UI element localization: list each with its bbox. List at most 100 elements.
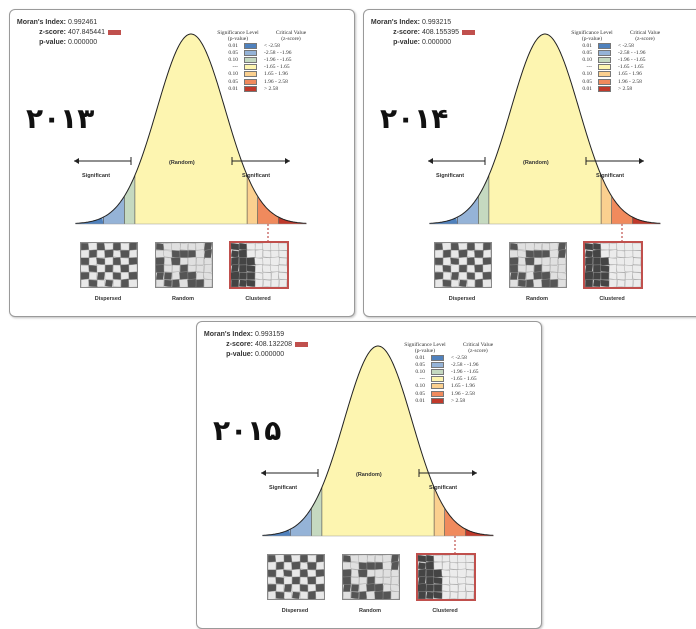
map-cell <box>510 271 519 281</box>
map-cell <box>457 243 469 251</box>
map-cell <box>306 561 318 571</box>
map-cell <box>599 264 611 273</box>
map-cell <box>245 257 257 266</box>
map-cell <box>163 272 173 280</box>
random-center-label: (Random) <box>523 160 549 166</box>
map-cell <box>349 562 361 570</box>
map-cell <box>533 250 543 258</box>
arrow-head-icon <box>74 158 79 164</box>
map-cell <box>432 576 444 585</box>
legend-crit-header: Critical Value <box>629 30 661 36</box>
map-cell <box>254 272 264 280</box>
map-cell <box>350 584 360 592</box>
map-cell <box>112 279 122 287</box>
map-cell <box>171 250 181 258</box>
arrow-head-icon <box>261 470 266 476</box>
significance-legend: Significance Level (p-value) Critical Val… <box>562 30 668 92</box>
curve-region-6 <box>465 529 494 536</box>
morans-index-value: 0.993215 <box>422 19 452 26</box>
curve-region-6 <box>632 217 661 224</box>
map-cell <box>442 264 452 273</box>
map-cell <box>458 279 468 287</box>
map-cell <box>262 279 272 287</box>
map-cell <box>268 555 277 563</box>
map-cell <box>390 591 399 599</box>
legend-z-range: -2.58 - -1.96 <box>264 49 292 56</box>
curve-region-3 <box>321 346 435 536</box>
legend-row: 0.05 1.96 - 2.58 <box>208 78 314 85</box>
map-cell <box>343 576 352 585</box>
map-cell <box>156 271 165 281</box>
map-cell <box>179 257 189 266</box>
map-cell <box>541 250 551 258</box>
map-cell <box>632 264 641 273</box>
map-cell <box>435 243 444 251</box>
map-cell <box>366 562 376 570</box>
map-cell <box>81 249 90 259</box>
map-cell <box>315 575 324 586</box>
curve-region-3 <box>134 34 248 224</box>
map-cell <box>291 568 301 578</box>
normal-curve-chart <box>74 33 307 242</box>
random-thumbnail <box>155 242 213 288</box>
map-cell <box>299 576 309 585</box>
moran-stats: Moran's Index: 0.992461 z-score: 407.84544… <box>16 18 121 48</box>
legend-z-range: -1.65 - 1.65 <box>264 64 290 71</box>
map-cell <box>96 271 106 281</box>
map-cell <box>466 272 476 280</box>
legend-p-value: 0.01 <box>228 42 238 49</box>
map-cell <box>549 272 559 280</box>
legend-p-value: 0.05 <box>415 390 425 397</box>
map-cell <box>120 278 130 287</box>
map-cell <box>343 555 352 563</box>
map-cell <box>307 569 317 578</box>
map-cell <box>608 264 618 273</box>
map-cell <box>418 583 428 593</box>
legend-row: --- -1.65 - 1.65 <box>208 64 314 71</box>
map-cell <box>163 264 173 273</box>
legend-row: 0.01 < -2.58 <box>208 42 314 49</box>
map-cell <box>275 584 285 592</box>
legend-z-range: -1.96 - -1.65 <box>264 56 292 63</box>
legend-swatch <box>598 85 611 92</box>
map-cell <box>268 561 277 571</box>
map-cell <box>366 555 376 563</box>
morans-index-value: 0.992461 <box>68 19 98 26</box>
map-cell <box>128 271 137 281</box>
map-cell <box>435 257 444 266</box>
map-cell <box>88 272 98 280</box>
dispersed-thumbnail <box>267 554 325 600</box>
legend-z-range: -1.65 - 1.65 <box>618 64 644 71</box>
map-cell <box>425 576 435 585</box>
map-cell <box>104 272 114 280</box>
random-pattern-label: Random <box>172 296 194 302</box>
random-center-label: (Random) <box>169 160 195 166</box>
legend-z-range: < -2.58 <box>451 354 467 361</box>
map-cell <box>585 279 594 287</box>
map-cell <box>254 278 264 287</box>
map-cell <box>466 243 476 251</box>
morans-index-value: 0.993159 <box>255 331 285 338</box>
year-label: ٢٠١۴ <box>380 102 449 135</box>
map-cell <box>112 250 122 258</box>
map-cell <box>482 271 491 281</box>
map-cell <box>450 271 460 281</box>
legend-row: 0.01 > 2.58 <box>395 397 501 404</box>
map-cell <box>104 279 114 287</box>
map-cell <box>465 591 474 599</box>
curve-outline <box>262 345 494 536</box>
map-cell <box>270 279 280 287</box>
clustered-thumbnail <box>583 241 643 289</box>
map-cell <box>435 249 444 259</box>
map-cell <box>128 263 137 274</box>
significant-right-label: Significant <box>596 173 625 179</box>
map-cell <box>374 590 384 599</box>
legend-p-value: 0.10 <box>415 383 425 390</box>
map-cell <box>307 590 317 599</box>
curve-region-4 <box>247 175 258 224</box>
map-cell <box>549 249 559 259</box>
legend-swatch <box>244 49 257 56</box>
map-cell <box>433 555 443 563</box>
clustered-label: Clustered <box>245 296 271 302</box>
map-cell <box>254 243 264 251</box>
